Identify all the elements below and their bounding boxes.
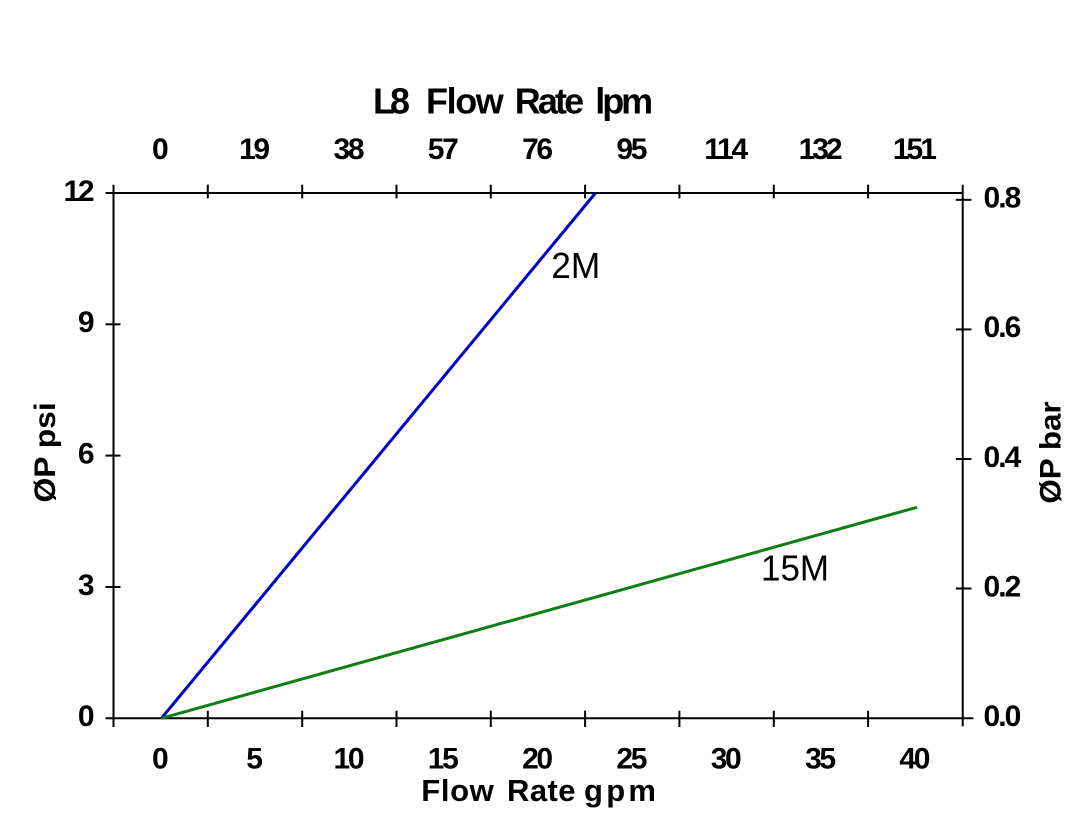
svg-text:12: 12: [64, 175, 95, 208]
svg-text:0: 0: [152, 743, 169, 776]
svg-text:lpm: lpm: [595, 81, 653, 122]
svg-text:0.0: 0.0: [984, 700, 1022, 733]
svg-text:Rate: Rate: [507, 773, 576, 808]
svg-text:2M: 2M: [551, 245, 600, 286]
svg-text:114: 114: [704, 133, 748, 166]
svg-text:9: 9: [78, 306, 95, 339]
svg-text:35: 35: [805, 743, 836, 776]
svg-text:gpm: gpm: [584, 773, 656, 808]
svg-text:0.6: 0.6: [984, 311, 1022, 344]
svg-text:0.8: 0.8: [984, 182, 1022, 215]
svg-text:0: 0: [78, 700, 95, 733]
svg-text:15: 15: [428, 743, 459, 776]
svg-text:0.2: 0.2: [984, 570, 1022, 603]
svg-text:Rate: Rate: [515, 81, 585, 122]
svg-text:95: 95: [616, 133, 647, 166]
svg-text:Flow: Flow: [421, 773, 494, 808]
svg-text:5: 5: [246, 743, 263, 776]
svg-text:132: 132: [799, 133, 843, 166]
svg-text:38: 38: [334, 133, 365, 166]
svg-text:57: 57: [428, 133, 459, 166]
svg-text:30: 30: [711, 743, 742, 776]
svg-text:3: 3: [78, 569, 95, 602]
svg-text:6: 6: [78, 437, 95, 470]
svg-text:76: 76: [522, 133, 553, 166]
svg-text:0: 0: [152, 133, 169, 166]
svg-text:L8: L8: [373, 81, 410, 122]
svg-text:ØP psi: ØP psi: [29, 402, 62, 502]
svg-text:Flow: Flow: [426, 81, 505, 122]
svg-text:10: 10: [334, 743, 365, 776]
svg-text:20: 20: [522, 743, 553, 776]
svg-text:0.4: 0.4: [984, 441, 1022, 474]
svg-text:25: 25: [616, 743, 647, 776]
svg-text:15M: 15M: [761, 548, 829, 589]
svg-text:19: 19: [239, 133, 270, 166]
svg-text:ØP bar: ØP bar: [1035, 401, 1068, 504]
svg-text:40: 40: [899, 743, 930, 776]
svg-text:151: 151: [893, 133, 937, 166]
